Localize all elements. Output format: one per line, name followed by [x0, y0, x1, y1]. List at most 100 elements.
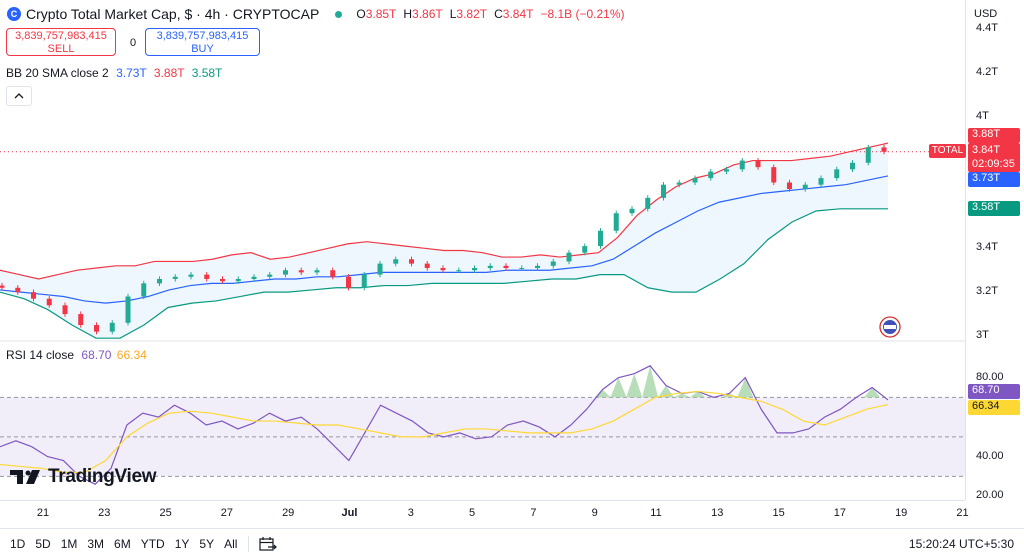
candle-body [424, 263, 430, 269]
range-button-5d[interactable]: 5D [35, 536, 51, 551]
symbol-title[interactable]: Crypto Total Market Cap, $ · 4h · CRYPTO… [26, 6, 320, 22]
candle-body [409, 259, 414, 264]
time-tick-label: 19 [895, 507, 908, 519]
time-tick-label: 27 [220, 507, 234, 519]
currency-selector[interactable]: USD [970, 4, 1018, 24]
candle-body [834, 169, 840, 179]
candle-body [598, 230, 603, 247]
candle-body [456, 270, 462, 272]
range-button-1m[interactable]: 1M [60, 536, 78, 551]
time-tick-label: 25 [159, 507, 172, 519]
ohlc-low: L3.82T [449, 7, 488, 21]
rsi-plot [0, 365, 965, 485]
currency-label: USD [974, 8, 998, 20]
buy-price: 3,839,757,983,415 [156, 30, 249, 42]
bottom-toolbar: 1D 5D 1M 3M 6M YTD 1Y 5Y All 15:20:24 UTC+5:30 [0, 528, 1024, 558]
rsi-tag: 68.70 [968, 384, 1020, 399]
range-button-1y[interactable]: 1Y [174, 536, 190, 551]
rsi-legend[interactable]: RSI 14 close 68.70 66.34 [6, 348, 147, 362]
chevron-up-icon [14, 93, 24, 99]
buy-label: BUY [191, 43, 214, 55]
candle-body [661, 184, 666, 198]
candle-body [771, 167, 777, 183]
clock[interactable]: 15:20:24 UTC+5:30 [908, 536, 1014, 551]
candle-body [94, 325, 99, 332]
rsi-ma-value: 66.34 [116, 348, 147, 362]
sell-label: SELL [47, 43, 75, 55]
candle-body [755, 160, 761, 168]
candle-body [251, 276, 257, 279]
time-tick-label: 15 [772, 507, 785, 519]
range-button-all[interactable]: All [224, 536, 238, 551]
candle-body [267, 274, 273, 277]
bb-basis-line [0, 175, 889, 304]
candle-body [850, 162, 855, 170]
candle-body [865, 147, 871, 163]
candle-body [141, 283, 147, 297]
candle-body [645, 197, 651, 209]
series-label-tag: TOTAL [929, 144, 966, 158]
collapse-legend-button[interactable] [6, 86, 32, 106]
candle-body [566, 252, 572, 262]
buy-button[interactable]: 3,839,757,983,415 BUY [145, 28, 260, 56]
time-tick-label: 29 [282, 507, 295, 519]
watermark-text: TradingView [48, 466, 157, 487]
time-tick-label: 17 [833, 507, 847, 519]
time-tick-label: 3 [407, 507, 414, 519]
tradingview-logo-icon [10, 470, 40, 484]
rsi-tick-label: 40.00 [976, 449, 1004, 462]
rsi-band [0, 397, 965, 477]
bb-basis-value: 3.73T [116, 66, 147, 80]
last-price-value: 3.84T [972, 144, 1001, 156]
candle-body [62, 305, 68, 315]
tradingview-watermark[interactable]: TradingView [10, 466, 157, 488]
price-change: −8.1B (−0.21%) [540, 7, 625, 21]
range-button-6m[interactable]: 6M [114, 536, 131, 551]
time-tick-label: 21 [956, 507, 969, 519]
candle-body [881, 147, 887, 152]
time-axis[interactable]: 21 23 25 27 29 Jul 3 5 7 9 11 13 15 17 19 21 [0, 500, 969, 529]
ohlc-open: O3.85T [356, 7, 397, 21]
candle-body [78, 314, 84, 326]
sell-price: 3,839,757,983,415 [15, 30, 107, 42]
price-chart[interactable] [0, 0, 965, 500]
time-tick-label: 13 [711, 507, 724, 519]
candle-body [0, 285, 5, 288]
range-button-ytd[interactable]: YTD [140, 536, 165, 551]
candle-body [125, 296, 131, 323]
candle-body [157, 278, 162, 284]
range-button-1d[interactable]: 1D [10, 536, 26, 551]
time-tick-label: 7 [530, 507, 537, 519]
price-axis[interactable] [965, 0, 1024, 500]
time-tick-label: 5 [469, 507, 476, 519]
time-tick-label: 23 [98, 507, 111, 519]
time-tick-label: 9 [591, 507, 598, 519]
candle-body [724, 169, 729, 172]
price-tick-label: 4.2T [976, 65, 999, 78]
market-status-icon [335, 10, 343, 18]
ohlc-close: C3.84T [494, 7, 534, 21]
candle-body [582, 246, 588, 253]
rsi-tick-label: 80.00 [976, 370, 1004, 383]
last-price-tag: 3.84T 02:09:35 [968, 143, 1020, 172]
candle-body [676, 182, 682, 185]
flag-icon-band [884, 325, 896, 329]
candle-body [535, 265, 540, 269]
candle-body [802, 184, 808, 190]
rsi-line [0, 365, 889, 485]
calendar-range-icon[interactable] [259, 536, 278, 552]
ohlc-high: H3.86T [403, 7, 443, 21]
bb-legend[interactable]: BB 20 SMA close 2 3.73T 3.88T 3.58T [6, 66, 222, 80]
candle-body [283, 270, 288, 275]
range-button-3m[interactable]: 3M [87, 536, 105, 551]
candle-body [46, 298, 52, 306]
candle-body [487, 265, 493, 269]
range-button-5y[interactable]: 5Y [199, 536, 215, 551]
price-tick-label: 3T [976, 329, 989, 341]
candle-body [550, 261, 556, 266]
candle-body [172, 276, 178, 279]
candle-body [629, 208, 635, 214]
candle-body [220, 278, 225, 282]
crypto-logo-icon: C [7, 7, 21, 21]
sell-button[interactable]: 3,839,757,983,415 SELL [6, 28, 116, 56]
